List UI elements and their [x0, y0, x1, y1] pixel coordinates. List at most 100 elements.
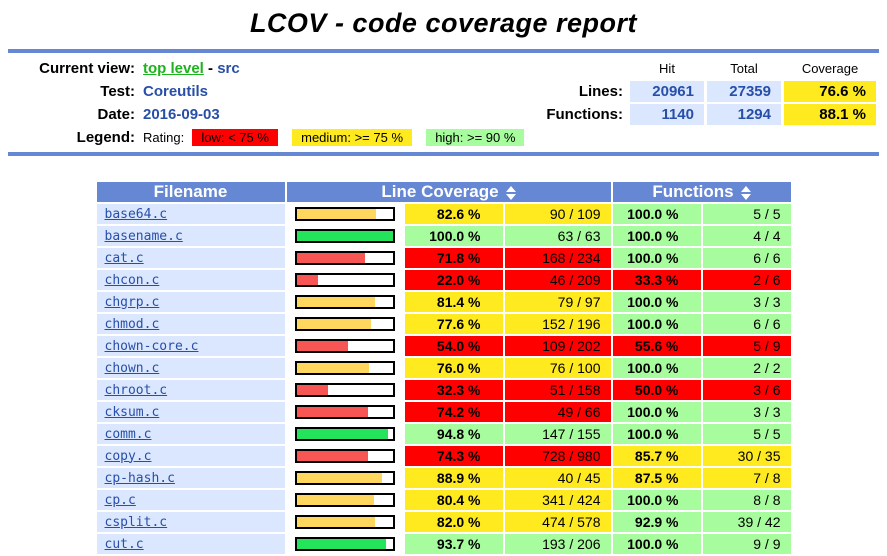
- file-link[interactable]: cat.c: [104, 250, 144, 266]
- functions-total-value: 1294: [707, 104, 781, 125]
- function-coverage-percent: 100.0 %: [612, 358, 701, 378]
- function-coverage-ratio: 5 / 5: [702, 204, 791, 224]
- coverage-bar: [294, 427, 395, 441]
- coverage-bar-fill: [296, 407, 368, 417]
- file-link[interactable]: chown.c: [104, 360, 160, 376]
- function-coverage-ratio: 3 / 3: [702, 402, 791, 422]
- function-coverage-ratio: 8 / 8: [702, 490, 791, 510]
- file-link[interactable]: comm.c: [104, 426, 152, 442]
- coverage-bar: [294, 515, 395, 529]
- function-coverage-ratio: 3 / 6: [702, 380, 791, 400]
- coverage-bar-fill: [296, 341, 349, 351]
- file-link[interactable]: chroot.c: [104, 382, 168, 398]
- coverage-bar-cell: [286, 336, 403, 356]
- file-link[interactable]: chmod.c: [104, 316, 160, 332]
- file-link[interactable]: cp-hash.c: [104, 470, 175, 486]
- coverage-bar-cell: [286, 512, 403, 532]
- table-row: chown.c 76.0 % 76 / 100 100.0 % 2 / 2: [96, 358, 791, 378]
- coverage-bar-cell: [286, 226, 403, 246]
- file-cell: chown.c: [96, 358, 285, 378]
- coverage-bar: [294, 251, 395, 265]
- coverage-table-header-row: Filename Line Coverage Functions: [96, 182, 791, 202]
- header-row-legend: Legend: Rating: low: < 75 % medium: >= 7…: [11, 127, 876, 148]
- function-coverage-percent: 55.6 %: [612, 336, 701, 356]
- line-coverage-percent: 81.4 %: [404, 292, 503, 312]
- sort-updown-icon[interactable]: [505, 185, 516, 200]
- function-coverage-ratio: 30 / 35: [702, 446, 791, 466]
- functions-coverage-value: 88.1 %: [784, 104, 876, 125]
- line-coverage-column-label: Line Coverage: [381, 182, 499, 201]
- functions-column-header[interactable]: Functions: [612, 182, 791, 202]
- file-link[interactable]: csplit.c: [104, 514, 168, 530]
- coverage-bar-fill: [296, 231, 393, 241]
- function-coverage-percent: 100.0 %: [612, 314, 701, 334]
- table-row: cp-hash.c 88.9 % 40 / 45 87.5 % 7 / 8: [96, 468, 791, 488]
- line-coverage-column-header[interactable]: Line Coverage: [286, 182, 611, 202]
- line-coverage-percent: 74.2 %: [404, 402, 503, 422]
- header-info-table: Current view: top level - src Hit Total …: [8, 56, 879, 150]
- current-view-value: src: [217, 60, 240, 77]
- line-coverage-ratio: 147 / 155: [504, 424, 611, 444]
- coverage-bar-fill: [296, 319, 371, 329]
- function-coverage-ratio: 2 / 2: [702, 358, 791, 378]
- function-coverage-percent: 100.0 %: [612, 534, 701, 554]
- line-coverage-ratio: 79 / 97: [504, 292, 611, 312]
- filename-column-header[interactable]: Filename: [96, 182, 285, 202]
- file-link[interactable]: cp.c: [104, 492, 136, 508]
- table-row: chroot.c 32.3 % 51 / 158 50.0 % 3 / 6: [96, 380, 791, 400]
- file-link[interactable]: cksum.c: [104, 404, 160, 420]
- function-coverage-ratio: 6 / 6: [702, 248, 791, 268]
- coverage-column-header: Coverage: [801, 61, 859, 76]
- test-label: Test:: [100, 83, 135, 100]
- coverage-bar-fill: [296, 385, 328, 395]
- line-coverage-percent: 71.8 %: [404, 248, 503, 268]
- line-coverage-ratio: 76 / 100: [504, 358, 611, 378]
- line-coverage-percent: 74.3 %: [404, 446, 503, 466]
- coverage-bar-fill: [296, 209, 376, 219]
- coverage-bar: [294, 493, 395, 507]
- table-row: cp.c 80.4 % 341 / 424 100.0 % 8 / 8: [96, 490, 791, 510]
- header-row-date-functions: Date: 2016-09-03 Functions: 1140 1294 88…: [11, 104, 876, 125]
- coverage-bar: [294, 207, 395, 221]
- table-row: cat.c 71.8 % 168 / 234 100.0 % 6 / 6: [96, 248, 791, 268]
- file-link[interactable]: base64.c: [104, 206, 168, 222]
- top-level-link[interactable]: top level: [143, 60, 204, 77]
- table-row: chown-core.c 54.0 % 109 / 202 55.6 % 5 / 9: [96, 336, 791, 356]
- file-link[interactable]: chcon.c: [104, 272, 160, 288]
- lines-label: Lines:: [578, 83, 623, 100]
- coverage-bar-cell: [286, 490, 403, 510]
- function-coverage-percent: 100.0 %: [612, 204, 701, 224]
- function-coverage-percent: 100.0 %: [612, 292, 701, 312]
- coverage-bar: [294, 273, 395, 287]
- file-cell: chcon.c: [96, 270, 285, 290]
- line-coverage-ratio: 63 / 63: [504, 226, 611, 246]
- lines-total-value: 27359: [707, 81, 781, 102]
- coverage-bar-cell: [286, 314, 403, 334]
- file-link[interactable]: basename.c: [104, 228, 183, 244]
- coverage-bar: [294, 317, 395, 331]
- line-coverage-percent: 82.6 %: [404, 204, 503, 224]
- file-link[interactable]: cut.c: [104, 536, 144, 552]
- line-coverage-ratio: 46 / 209: [504, 270, 611, 290]
- rating-label: Rating:: [143, 130, 185, 145]
- legend-label: Legend:: [76, 129, 135, 146]
- file-link[interactable]: chown-core.c: [104, 338, 199, 354]
- line-coverage-percent: 76.0 %: [404, 358, 503, 378]
- coverage-bar-fill: [296, 539, 387, 549]
- file-link[interactable]: copy.c: [104, 448, 152, 464]
- function-coverage-percent: 100.0 %: [612, 424, 701, 444]
- functions-column-label: Functions: [652, 182, 734, 201]
- coverage-bar: [294, 383, 395, 397]
- header-row-test-lines: Test: Coreutils Lines: 20961 27359 76.6 …: [11, 81, 876, 102]
- file-cell: basename.c: [96, 226, 285, 246]
- file-link[interactable]: chgrp.c: [104, 294, 160, 310]
- coverage-bar-cell: [286, 468, 403, 488]
- sort-updown-icon[interactable]: [740, 185, 751, 200]
- coverage-bar-fill: [296, 253, 366, 263]
- line-coverage-percent: 54.0 %: [404, 336, 503, 356]
- table-row: copy.c 74.3 % 728 / 980 85.7 % 30 / 35: [96, 446, 791, 466]
- current-view-label: Current view:: [39, 60, 135, 77]
- line-coverage-percent: 32.3 %: [404, 380, 503, 400]
- function-coverage-ratio: 39 / 42: [702, 512, 791, 532]
- hit-column-header: Hit: [659, 61, 675, 76]
